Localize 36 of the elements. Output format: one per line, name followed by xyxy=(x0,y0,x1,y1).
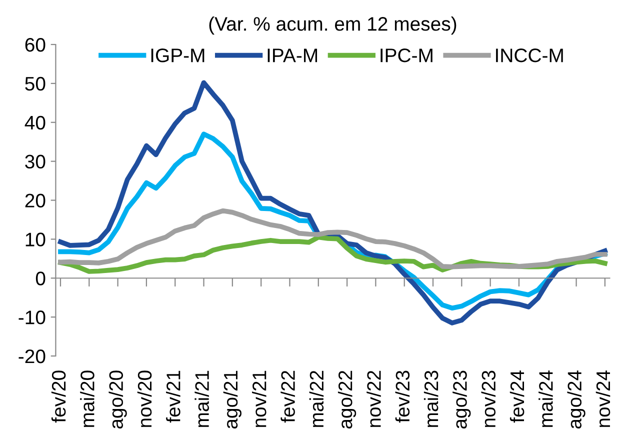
x-tick-label: ago/21 xyxy=(223,370,242,429)
y-tick-label: 20 xyxy=(25,194,46,208)
legend-label: IGP-M xyxy=(151,48,204,62)
x-tick-label: nov/23 xyxy=(481,370,496,427)
y-tick-label: 60 xyxy=(25,38,46,52)
x-tick-label: nov/20 xyxy=(137,370,152,427)
x-tick-label: mai/24 xyxy=(538,370,553,427)
x-tick-label: mai/22 xyxy=(309,370,324,427)
x-tick-label: nov/24 xyxy=(596,370,610,427)
line-series xyxy=(58,208,608,270)
x-tick-label: fev/21 xyxy=(166,370,180,423)
legend-label: IPA-M xyxy=(268,48,318,62)
x-tick-label: mai/20 xyxy=(80,370,94,427)
chart-title: (Var. % acum. em 12 meses) xyxy=(209,16,456,35)
x-tick-label: nov/21 xyxy=(252,370,266,427)
y-tick-label: -10 xyxy=(18,310,46,324)
x-tick-label: fev/24 xyxy=(510,370,524,423)
x-tick-label: mai/23 xyxy=(424,370,438,427)
x-tick-label: ago/24 xyxy=(567,370,586,429)
x-tick-label: fev/20 xyxy=(51,370,66,423)
legend-label: INCC-M xyxy=(496,48,563,62)
x-tick-label: ago/23 xyxy=(452,370,471,429)
x-tick-label: nov/22 xyxy=(366,370,381,427)
x-tick-label: ago/20 xyxy=(108,370,127,429)
y-tick-label: 0 xyxy=(36,272,46,286)
x-tick-label: ago/22 xyxy=(338,370,356,429)
x-tick-label: fev/22 xyxy=(280,370,295,423)
y-tick-label: 50 xyxy=(25,76,46,91)
y-tick-label: 10 xyxy=(26,232,46,246)
y-tick-label: 30 xyxy=(25,154,46,169)
x-tick-label: fev/23 xyxy=(395,370,410,423)
y-tick-label: 40 xyxy=(24,116,46,130)
y-tick-label: -20 xyxy=(18,349,46,364)
x-tick-label: mai/21 xyxy=(194,370,209,427)
line-series xyxy=(58,80,608,326)
legend-label: IPC-M xyxy=(380,48,432,62)
